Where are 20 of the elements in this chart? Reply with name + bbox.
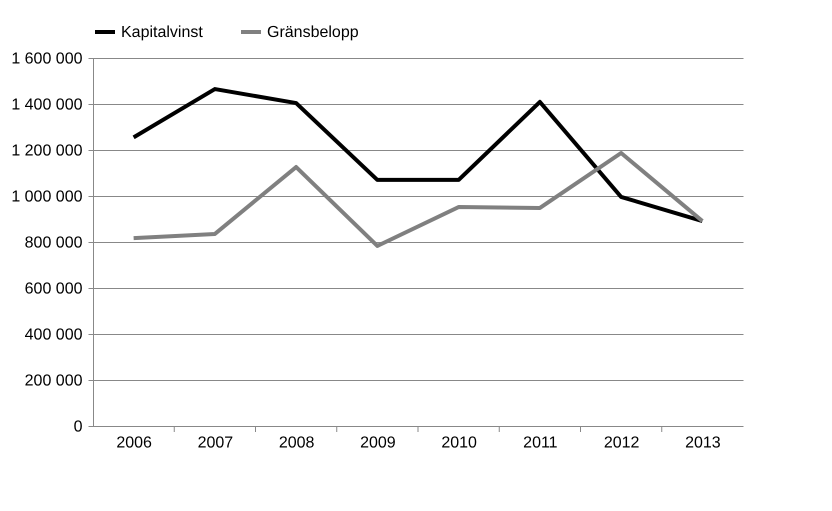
legend-label: Gränsbelopp (267, 24, 359, 41)
x-tick-label: 2013 (685, 434, 721, 452)
legend-label: Kapitalvinst (121, 24, 204, 41)
y-tick-label: 1 200 000 (11, 142, 83, 160)
x-tick-label: 2009 (360, 434, 396, 452)
x-tick-label: 2011 (523, 434, 558, 452)
y-tick-label: 400 000 (24, 326, 83, 344)
y-tick-label: 200 000 (24, 372, 83, 390)
y-tick-label: 800 000 (24, 234, 83, 252)
y-tick-label: 1 400 000 (11, 96, 83, 114)
y-tick-label: 1 000 000 (11, 188, 83, 206)
x-tick-label: 2007 (198, 434, 234, 452)
x-tick-label: 2006 (116, 434, 152, 452)
y-tick-label: 1 600 000 (11, 50, 83, 68)
y-tick-label: 0 (74, 418, 83, 436)
x-tick-label: 2012 (604, 434, 640, 452)
x-tick-label: 2008 (278, 434, 315, 452)
x-tick-label: 2010 (441, 434, 478, 452)
line-series (132, 87, 704, 224)
y-tick-label: 600 000 (24, 280, 83, 298)
